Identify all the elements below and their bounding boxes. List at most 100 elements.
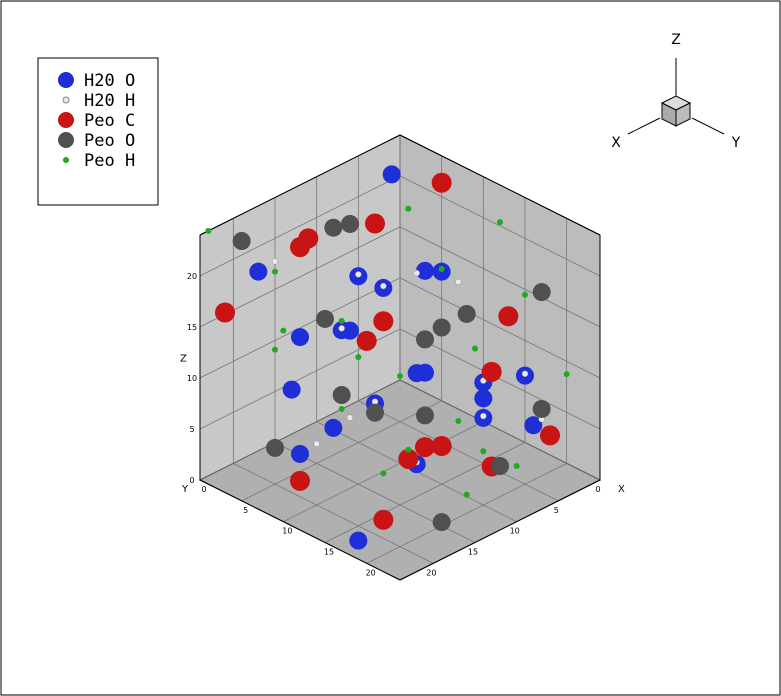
x-tick-label: 10 — [510, 527, 520, 536]
atom — [355, 354, 361, 360]
atom — [373, 311, 393, 331]
z-tick-label: 5 — [189, 425, 194, 434]
x-tick-label: 15 — [468, 548, 478, 557]
atom — [316, 310, 334, 328]
legend-label: Peo O — [84, 131, 135, 151]
atom — [522, 292, 528, 298]
atom — [458, 305, 476, 323]
atom — [414, 270, 420, 276]
z-tick-label: 20 — [187, 272, 197, 281]
y-tick-label: 20 — [366, 568, 376, 577]
legend-swatch — [58, 112, 74, 128]
atom — [439, 266, 445, 272]
legend-swatch — [63, 97, 69, 103]
atom — [474, 389, 492, 407]
atom — [482, 362, 502, 382]
atom — [491, 457, 509, 475]
triad-label: Y — [731, 135, 741, 151]
legend-swatch — [63, 157, 69, 163]
atom — [380, 283, 386, 289]
atom — [455, 418, 461, 424]
atom — [314, 441, 320, 447]
atom — [383, 165, 401, 183]
atom — [497, 219, 503, 225]
y-axis-label: Y — [181, 484, 189, 495]
legend-label: H20 H — [84, 91, 135, 111]
atom — [480, 413, 486, 419]
atom — [397, 373, 403, 379]
atom — [272, 269, 278, 275]
legend-label: H20 O — [84, 71, 135, 91]
atom — [433, 319, 451, 337]
atom — [339, 318, 345, 324]
atom — [480, 448, 486, 454]
atom — [324, 219, 342, 237]
z-axis-label: Z — [180, 354, 187, 365]
y-tick-label: 15 — [324, 548, 334, 557]
atom — [380, 470, 386, 476]
y-tick-label: 10 — [282, 527, 292, 536]
atom — [464, 492, 470, 498]
atom — [205, 228, 211, 234]
atom — [540, 425, 560, 445]
page: 051015200510152005101520XYZ H20 OH20 HPe… — [0, 0, 781, 696]
atom — [291, 328, 309, 346]
atom — [365, 214, 385, 234]
atom — [324, 419, 342, 437]
atom — [339, 406, 345, 412]
atom — [347, 415, 353, 421]
x-tick-label: 20 — [426, 568, 436, 577]
atom — [298, 228, 318, 248]
atom — [416, 364, 434, 382]
atom — [533, 283, 551, 301]
atom — [272, 347, 278, 353]
z-tick-label: 0 — [189, 476, 194, 485]
atom — [415, 437, 435, 457]
legend-swatch — [58, 132, 74, 148]
atom — [291, 445, 309, 463]
legend-swatch — [58, 72, 74, 88]
atom — [433, 513, 451, 531]
atom — [498, 306, 518, 326]
atom — [249, 263, 267, 281]
atom — [432, 173, 452, 193]
atom — [564, 371, 570, 377]
atom — [333, 386, 351, 404]
atom — [416, 406, 434, 424]
atom — [272, 258, 278, 264]
atom — [339, 325, 345, 331]
atom — [215, 303, 235, 323]
triad-label: Z — [671, 32, 681, 48]
x-axis-label: X — [618, 484, 625, 495]
atom — [405, 206, 411, 212]
atom — [266, 439, 284, 457]
legend-label: Peo C — [84, 111, 135, 131]
legend-label: Peo H — [84, 151, 135, 171]
atom — [355, 271, 361, 277]
z-tick-label: 15 — [187, 323, 197, 332]
atom — [341, 215, 359, 233]
chart: 051015200510152005101520XYZ H20 OH20 HPe… — [0, 0, 781, 696]
atom — [349, 532, 367, 550]
atom — [366, 404, 384, 422]
atom — [373, 510, 393, 530]
atom — [233, 232, 251, 250]
atom — [455, 279, 461, 285]
x-tick-label: 5 — [554, 506, 559, 515]
atom — [290, 471, 310, 491]
atom — [416, 330, 434, 348]
y-tick-label: 0 — [201, 485, 206, 494]
atom — [280, 328, 286, 334]
z-tick-label: 10 — [187, 374, 197, 383]
x-tick-label: 0 — [595, 485, 600, 494]
atom — [533, 400, 551, 418]
atom — [522, 371, 528, 377]
triad-label: X — [611, 135, 621, 151]
y-tick-label: 5 — [243, 506, 248, 515]
atom — [514, 463, 520, 469]
atom — [472, 346, 478, 352]
atom — [283, 381, 301, 399]
atom — [357, 331, 377, 351]
atom — [405, 447, 411, 453]
